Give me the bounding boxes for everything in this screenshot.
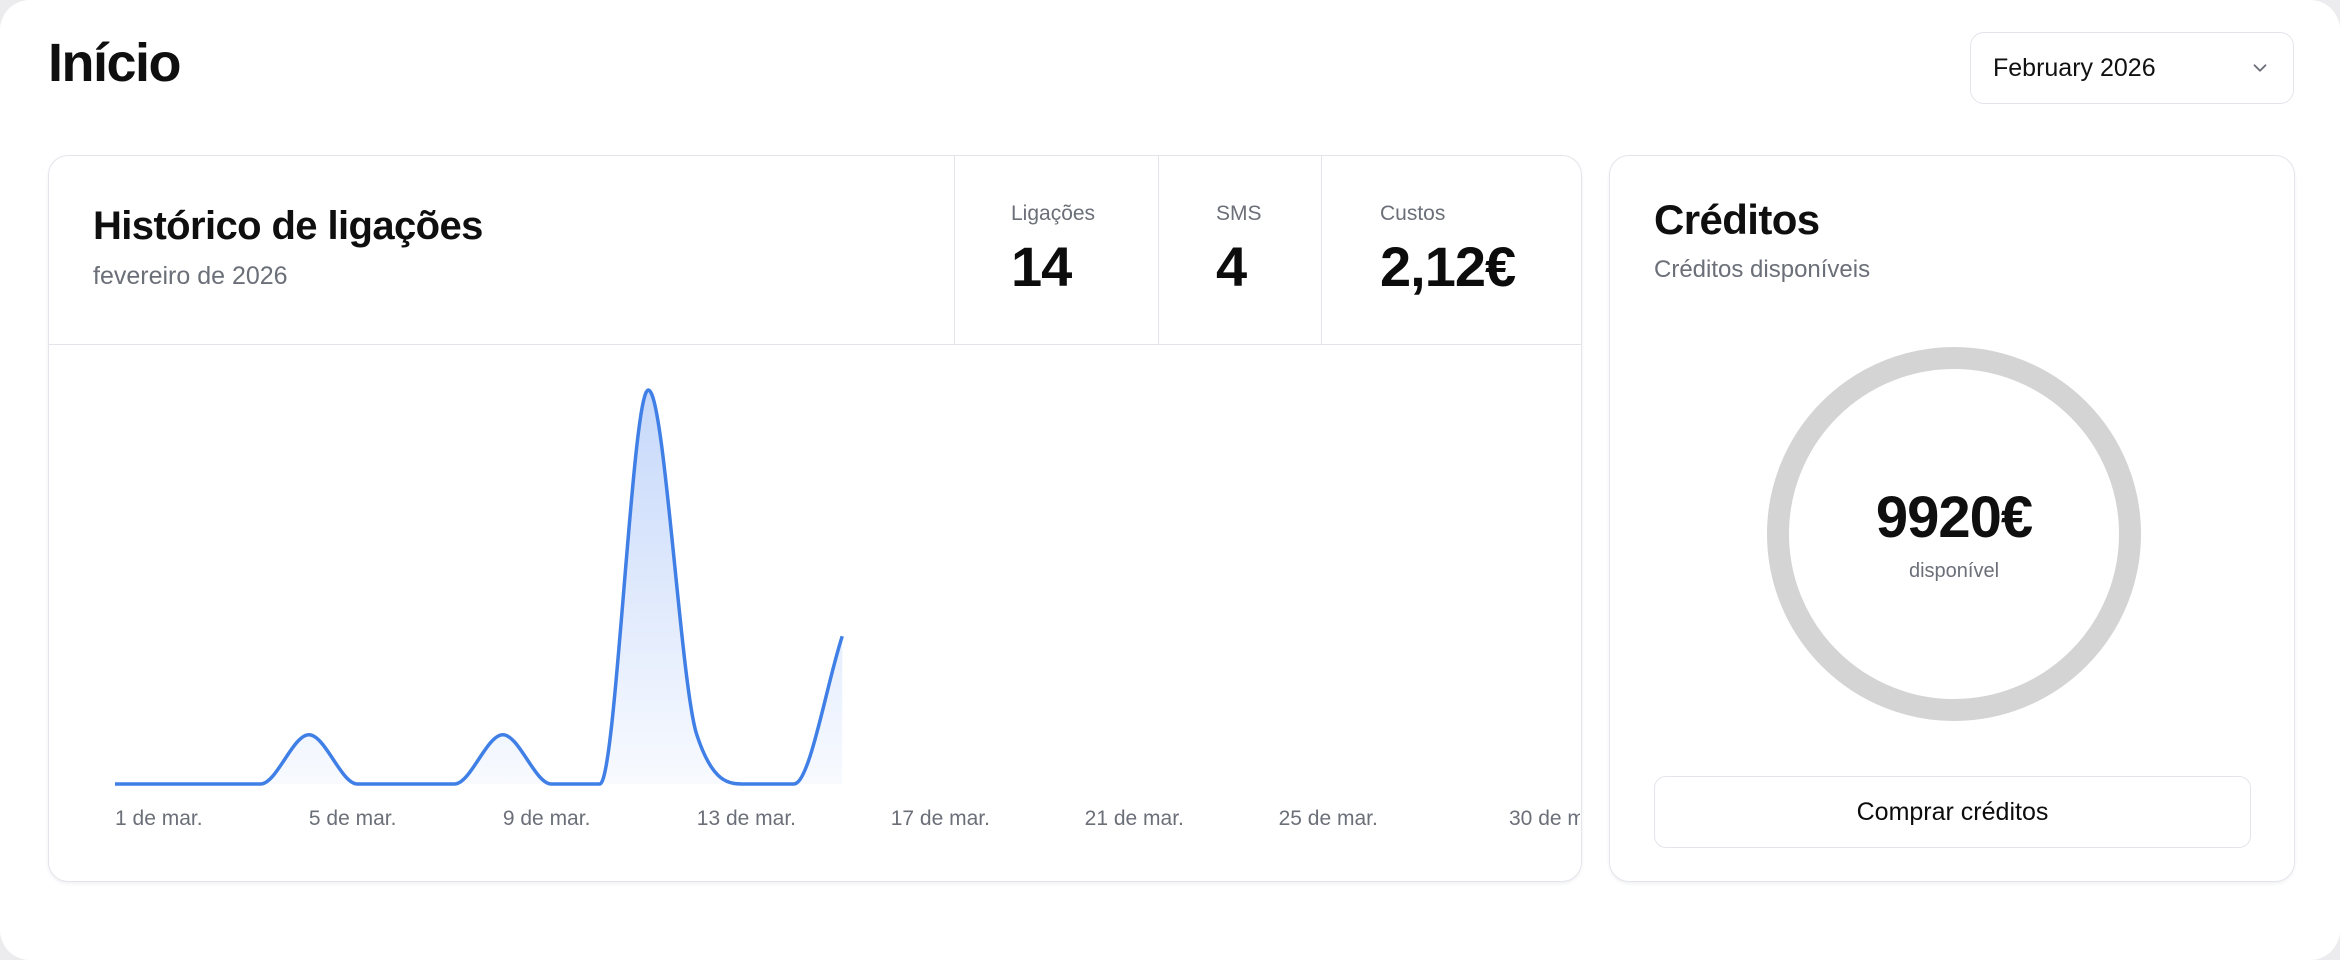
chart-area-fill — [115, 390, 843, 784]
x-axis-tick-label: 17 de mar. — [891, 807, 990, 830]
credits-title: Créditos — [1654, 196, 1820, 243]
stat-calls: Ligações 14 — [954, 156, 1158, 344]
stat-calls-value: 14 — [1011, 235, 1072, 298]
stat-sms: SMS 4 — [1158, 156, 1321, 344]
call-history-chart: 1 de mar. 5 de mar. 9 de mar. 13 de mar. 17 … — [113, 388, 1580, 830]
call-history-header: Histórico de ligações fevereiro de 2026 … — [49, 156, 1581, 345]
chart-data-point — [210, 782, 214, 786]
month-select[interactable]: February 2026 — [1970, 32, 2294, 104]
chart-data-point — [598, 782, 602, 786]
x-axis-tick-label: 25 de mar. — [1279, 807, 1378, 830]
month-select-value: February 2026 — [1993, 53, 2156, 82]
x-axis-tick-label: 21 de mar. — [1085, 807, 1184, 830]
call-history-title: Histórico de ligações — [93, 204, 483, 248]
chart-data-point — [161, 782, 165, 786]
credits-subtitle: Créditos disponíveis — [1654, 256, 1871, 283]
chart-data-point — [404, 782, 408, 786]
credits-ring-graphic — [1767, 347, 2141, 721]
chart-data-point — [452, 782, 456, 786]
stat-sms-label: SMS — [1216, 202, 1262, 225]
stat-costs-label: Custos — [1380, 202, 1446, 225]
chart-data-point — [792, 782, 796, 786]
chart-data-point — [840, 634, 844, 638]
x-axis-tick-label: 5 de mar. — [309, 807, 397, 830]
chart-data-point — [355, 782, 359, 786]
stat-costs: Custos 2,12€ — [1321, 156, 1583, 344]
credits-amount: 9920€ — [1875, 485, 2033, 550]
x-axis-tick-label: 9 de mar. — [503, 807, 591, 830]
chevron-down-icon — [2253, 64, 2267, 72]
chart-data-point — [113, 782, 117, 786]
credits-caption: disponível — [1908, 560, 2000, 582]
credits-ring: 9920€ disponível — [1764, 344, 2144, 724]
stat-calls-label: Ligações — [1011, 202, 1096, 225]
chart-data-point — [307, 733, 311, 737]
credits-card: Créditos Créditos disponíveis 9920€ disp… — [1609, 155, 2295, 882]
chart-series-line — [115, 388, 844, 786]
chart-data-point — [258, 782, 262, 786]
x-axis-tick-label: 13 de mar. — [697, 807, 796, 830]
x-axis-tick-label: 1 de mar. — [115, 807, 203, 830]
chart-data-point — [501, 733, 505, 737]
chart-data-point — [743, 782, 747, 786]
buy-credits-button[interactable]: Comprar créditos — [1654, 776, 2251, 848]
call-history-card: Histórico de ligações fevereiro de 2026 … — [48, 155, 1582, 882]
call-history-period: fevereiro de 2026 — [93, 262, 288, 290]
x-axis-tick-label: 30 de mar. — [1509, 807, 1580, 830]
chart-data-point — [695, 733, 699, 737]
page-title: Início — [48, 33, 182, 93]
stat-sms-value: 4 — [1216, 235, 1247, 298]
chart-data-point — [646, 388, 650, 392]
chart-data-point — [549, 782, 553, 786]
stat-costs-value: 2,12€ — [1380, 235, 1516, 298]
